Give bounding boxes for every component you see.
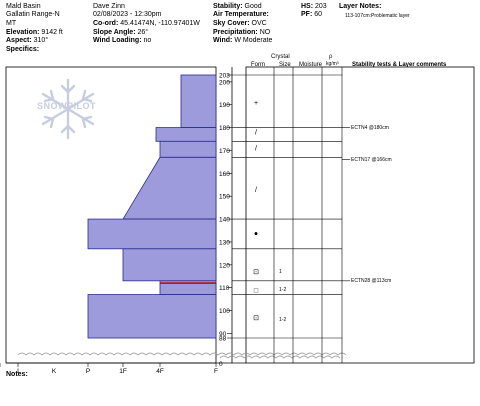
hardness-tick-label: F [214, 368, 218, 375]
wind-value: W Moderate [234, 37, 273, 44]
observer: Dave Zinn [93, 3, 125, 10]
elevation-label: Elevation: [6, 29, 40, 36]
coords-value: 45.41474N, -110.97401W [120, 20, 200, 27]
stability-test-label: ECTN17 @166cm [351, 156, 392, 163]
grain-form-symbol: / [255, 146, 257, 153]
density-unit: kg/m³ [326, 61, 339, 67]
stability-test-label: ECTN28 @113cm [351, 277, 392, 284]
axis-break-wave [17, 352, 347, 356]
snow-layer-0 [180, 74, 217, 128]
height-tick-label: 150 [219, 194, 230, 201]
precipitation-label: Precipitation: [213, 29, 258, 36]
height-tick-label: 130 [219, 239, 230, 246]
hardness-tick-label: P [86, 368, 90, 375]
notes-label: Notes: [6, 371, 28, 378]
height-tick-label: 160 [219, 171, 230, 178]
precipitation-value: NO [259, 29, 271, 36]
aspect-label: Aspect: [6, 37, 32, 44]
hardness-tick-label: I [17, 368, 19, 375]
hs-label: HS: [301, 3, 314, 10]
snowflake-icon [41, 78, 95, 140]
stability-label: Stability: [213, 3, 243, 10]
snow-layer-2 [159, 140, 217, 158]
comments-header: Stability tests & Layer comments [352, 62, 447, 68]
stability-test-label: ECTN4 @180cm [351, 124, 389, 131]
crystal-size-label: 1-2 [279, 286, 287, 293]
form-header: Form [251, 62, 265, 68]
snowpilot-watermark [33, 74, 103, 144]
grain-form-symbol: / [255, 187, 257, 194]
hardness-tick-label: 1F [119, 368, 127, 375]
crystal-size-label: 1 [279, 268, 282, 275]
grain-form-symbol: / [255, 130, 257, 137]
hs-value: 203 [315, 3, 327, 10]
layer-note: 113-107cm:Problematic layer [345, 13, 410, 19]
height-tick-label: 120 [219, 262, 230, 269]
grain-form-symbol: ⊡ [253, 269, 259, 276]
height-tick-label: 203 [219, 73, 230, 80]
snow-layer-1 [155, 127, 217, 142]
range: Gallatin Range-N [6, 11, 60, 18]
aspect-value: 310° [33, 37, 49, 44]
coords-label: Co-ord: [93, 20, 119, 27]
state: MT [6, 20, 17, 27]
density-symbol: ρ [329, 54, 333, 60]
height-tick-label: 170 [219, 148, 230, 155]
height-tick-label: 180 [219, 125, 230, 132]
height-tick-label: 88 [219, 336, 227, 343]
height-tick-label: 90 [219, 331, 227, 338]
hardness-tick-label: 4F [156, 368, 164, 375]
height-tick-label: 200 [219, 79, 230, 86]
specifics-label: Specifics: [6, 46, 40, 53]
air-temperature-label: Air Temperature: [213, 11, 269, 18]
axis-break-wave-lower [219, 355, 341, 359]
wind-label: Wind: [213, 37, 233, 44]
grain-form-symbol: ● [254, 230, 258, 237]
sky-cover-label: Sky Cover: [213, 20, 250, 27]
size-header: Size [279, 62, 291, 68]
watermark-text: SNOWPILOT [37, 101, 96, 111]
layer-notes-label: Layer Notes: [339, 3, 382, 10]
location: Mald Basin [6, 3, 41, 10]
sky-cover-value: OVC [251, 20, 267, 27]
wind-loading-label: Wind Loading: [93, 37, 142, 44]
grain-form-symbol: ⊡ [253, 315, 259, 322]
grain-form-symbol: + [254, 100, 258, 107]
pf-value: 60 [314, 11, 323, 18]
hardness-tick-label: K [52, 368, 57, 375]
slope-value: 26° [137, 29, 149, 36]
height-tick-label: 100 [219, 308, 230, 315]
height-tick-label: 140 [219, 217, 230, 224]
zero-label: 0 [219, 361, 223, 368]
crystal-header: Crystal [271, 54, 290, 60]
slope-label: Slope Angle: [93, 29, 136, 36]
height-tick-label: 190 [219, 102, 230, 109]
stability-value: Good [244, 3, 262, 10]
snow-layer-5 [122, 248, 217, 282]
datetime: 02/08/2023 - 12:30pm [93, 11, 162, 18]
pf-label: PF: [301, 11, 313, 18]
grain-form-symbol: □ [254, 287, 259, 294]
elevation-value: 9142 ft [41, 29, 63, 36]
crystal-size-label: 1-2 [279, 316, 287, 323]
snow-layer-4 [87, 218, 217, 250]
height-tick-label: 110 [219, 285, 230, 292]
wind-loading-value: no [143, 37, 152, 44]
moisture-header: Moisture [299, 62, 323, 68]
snow-layer-7 [87, 294, 217, 339]
columns-frame [245, 66, 475, 364]
